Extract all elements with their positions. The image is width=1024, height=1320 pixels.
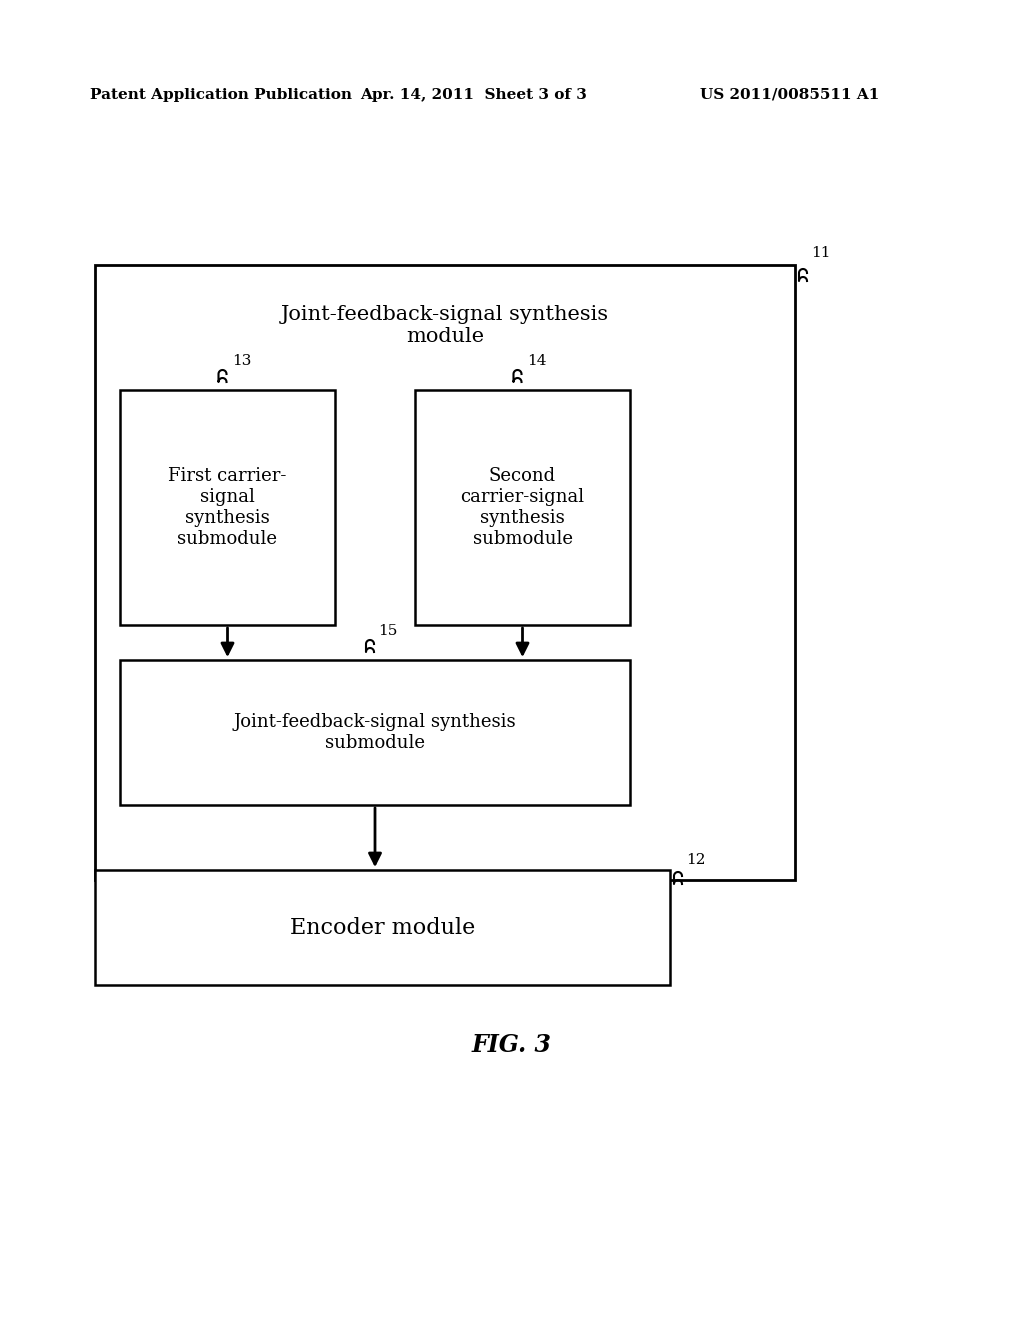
Text: Joint-feedback-signal synthesis
submodule: Joint-feedback-signal synthesis submodul…	[233, 713, 516, 752]
Bar	[415, 389, 630, 624]
Text: Encoder module: Encoder module	[290, 916, 475, 939]
Bar	[120, 660, 630, 805]
Bar	[95, 265, 795, 880]
Text: First carrier-
signal
synthesis
submodule: First carrier- signal synthesis submodul…	[168, 467, 287, 548]
Text: 15: 15	[378, 624, 397, 638]
Text: US 2011/0085511 A1: US 2011/0085511 A1	[700, 88, 880, 102]
Text: 12: 12	[686, 853, 706, 867]
Bar	[95, 870, 670, 985]
Text: 13: 13	[232, 354, 252, 368]
Text: 14: 14	[527, 354, 547, 368]
Bar	[120, 389, 335, 624]
Text: Joint-feedback-signal synthesis
module: Joint-feedback-signal synthesis module	[281, 305, 609, 346]
Text: Apr. 14, 2011  Sheet 3 of 3: Apr. 14, 2011 Sheet 3 of 3	[360, 88, 587, 102]
Text: FIG. 3: FIG. 3	[472, 1034, 552, 1057]
Text: Patent Application Publication: Patent Application Publication	[90, 88, 352, 102]
Text: 11: 11	[811, 246, 830, 260]
Text: Second
carrier-signal
synthesis
submodule: Second carrier-signal synthesis submodul…	[461, 467, 585, 548]
